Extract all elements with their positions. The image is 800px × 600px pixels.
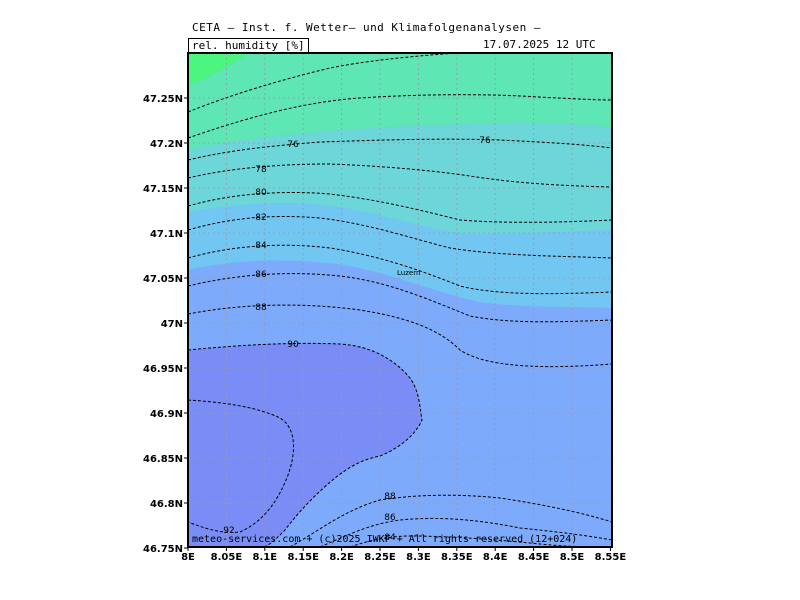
lon-tick-labels: 8E 8.05E 8.1E 8.15E 8.2E 8.25E 8.3E 8.35E 8.4E 8.… bbox=[181, 547, 626, 563]
contour-80 bbox=[188, 192, 612, 223]
lon-tick-label: 8.3E bbox=[406, 552, 431, 563]
lat-lon-grid bbox=[188, 53, 612, 547]
lon-tick-label: 8.05E bbox=[211, 552, 243, 563]
lon-tick-label: 8.2E bbox=[329, 552, 354, 563]
lon-tick-label: 8.5E bbox=[560, 552, 585, 563]
contour-label: 84 bbox=[384, 533, 396, 543]
contour-label-layer: 76 76 78 80 82 84 86 88 90 92 88 86 84 bbox=[223, 136, 491, 543]
contour-76 bbox=[188, 138, 612, 161]
lat-tick-label: 46.75N bbox=[143, 544, 183, 555]
fill-green bbox=[188, 53, 250, 86]
contour-label: 78 bbox=[255, 165, 267, 175]
fill-sky bbox=[188, 203, 612, 308]
color-fill-layer bbox=[188, 53, 612, 547]
lat-tick-label: 47.25N bbox=[143, 94, 183, 105]
lat-tick-label: 46.9N bbox=[150, 409, 183, 420]
contour-86 bbox=[188, 273, 612, 323]
fill-cyan bbox=[188, 122, 612, 234]
lon-tick-label: 8E bbox=[181, 552, 195, 563]
copyright-footer: meteo-services.com + (c)2025 IWKF + All … bbox=[192, 534, 578, 545]
chart-title: CETA — Inst. f. Wetter— und Klimafolgena… bbox=[192, 21, 542, 34]
contour-86-south bbox=[319, 517, 612, 547]
lat-tick-label: 47.2N bbox=[150, 139, 183, 150]
contour-76-mid bbox=[188, 94, 612, 139]
contour-label: 76 bbox=[479, 136, 491, 146]
contour-92 bbox=[188, 399, 294, 533]
city-marker: Luzern bbox=[397, 269, 420, 277]
contour-label: 88 bbox=[255, 303, 267, 313]
lon-tick-label: 8.25E bbox=[364, 552, 396, 563]
lat-tick-label: 47.05N bbox=[143, 274, 183, 285]
contour-90 bbox=[188, 342, 423, 547]
lon-tick-label: 8.15E bbox=[287, 552, 319, 563]
lon-tick-label: 8.1E bbox=[253, 552, 278, 563]
contour-label: 84 bbox=[255, 241, 267, 251]
contour-88-south bbox=[289, 494, 612, 547]
city-label: Luzern bbox=[397, 269, 420, 277]
contour-label: 92 bbox=[223, 526, 234, 536]
contour-label: 82 bbox=[255, 213, 266, 223]
contour-78 bbox=[188, 163, 612, 188]
lat-tick-label: 47.1N bbox=[150, 229, 183, 240]
contour-label: 90 bbox=[287, 340, 299, 350]
fill-violet bbox=[188, 343, 422, 547]
lon-tick-label: 8.35E bbox=[441, 552, 473, 563]
lon-tick-label: 8.4E bbox=[483, 552, 508, 563]
contour-88 bbox=[188, 304, 612, 368]
lat-tick-labels: 47.25N 47.2N 47.15N 47.1N 47.05N 47N 46.95N 46.… bbox=[143, 94, 188, 555]
map-frame bbox=[187, 52, 613, 548]
contour-84 bbox=[188, 244, 612, 295]
lat-tick-label: 47.15N bbox=[143, 184, 183, 195]
variable-label: rel. humidity [%] bbox=[188, 38, 309, 53]
lat-tick-label: 46.95N bbox=[143, 364, 183, 375]
lat-tick-label: 46.85N bbox=[143, 454, 183, 465]
lat-tick-label: 47N bbox=[161, 319, 183, 330]
contour-label: 76 bbox=[287, 140, 299, 150]
lon-tick-label: 8.45E bbox=[518, 552, 550, 563]
contour-label: 88 bbox=[384, 492, 396, 502]
contour-82 bbox=[188, 216, 612, 259]
lon-tick-label: 8.55E bbox=[595, 552, 627, 563]
valid-datetime: 17.07.2025 12 UTC bbox=[483, 38, 596, 51]
lat-tick-label: 46.8N bbox=[150, 499, 183, 510]
contour-label: 86 bbox=[255, 270, 267, 280]
contour-lines bbox=[188, 53, 612, 547]
contour-label: 86 bbox=[384, 513, 396, 523]
contour-label: 80 bbox=[255, 188, 267, 198]
